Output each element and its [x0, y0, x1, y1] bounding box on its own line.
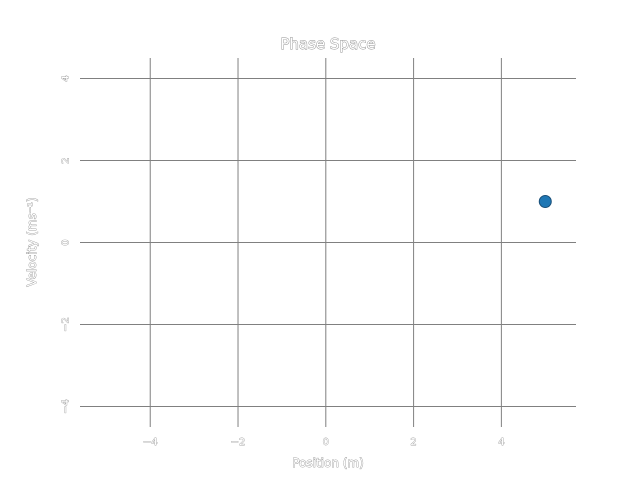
- x-axis-label: Position (m): [292, 456, 364, 470]
- y-tick-label: 4: [61, 75, 72, 81]
- x-tick-label: 0: [323, 437, 329, 448]
- x-tick-label: −4: [143, 437, 158, 448]
- x-tick-label: −2: [231, 437, 246, 448]
- data-point: [538, 195, 552, 208]
- chart-title: Phase Space: [280, 35, 375, 53]
- y-axis-label: Velocity (ms⁻¹): [25, 197, 39, 286]
- y-tick-label: −4: [61, 399, 72, 414]
- x-tick-labels: −4 −2 0 2 4: [143, 437, 505, 449]
- y-tick-label: 2: [61, 157, 72, 163]
- y-tick-label: 0: [61, 239, 72, 245]
- x-tick-label: 2: [410, 437, 416, 448]
- y-tick-label: −2: [61, 317, 72, 332]
- data-points: [538, 195, 552, 208]
- grid-layer: [80, 58, 576, 427]
- y-tick-labels: −4 −2 0 2 4: [60, 75, 72, 414]
- x-tick-label: 4: [498, 437, 504, 448]
